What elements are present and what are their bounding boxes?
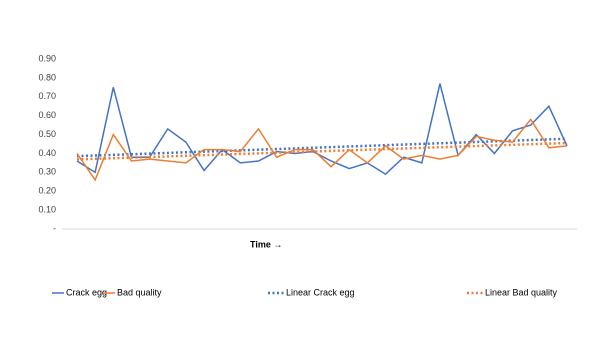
y-tick-label: 0.60 xyxy=(38,110,56,120)
trendline xyxy=(76,141,568,161)
series-line xyxy=(76,83,568,176)
y-tick-label: 0.50 xyxy=(38,129,56,139)
y-tick-label: 0.80 xyxy=(38,72,56,82)
y-tick-label: 0.10 xyxy=(38,204,56,214)
y-tick-label: 0.90 xyxy=(38,53,56,63)
legend-label: Crack egg xyxy=(66,287,107,297)
y-tick-label: 0.20 xyxy=(38,186,56,196)
series-line xyxy=(76,118,568,182)
legend-label: Linear Crack egg xyxy=(286,287,355,297)
y-tick-label: 0.70 xyxy=(38,91,56,101)
y-tick-label: 0.30 xyxy=(38,167,56,177)
y-tick-label: 0.40 xyxy=(38,148,56,158)
legend-label: Linear Bad quality xyxy=(485,287,558,297)
trendline xyxy=(76,137,568,158)
legend-label: Bad quality xyxy=(117,287,162,297)
y-tick-label: - xyxy=(53,223,56,233)
x-axis-label: Time → xyxy=(250,239,282,249)
